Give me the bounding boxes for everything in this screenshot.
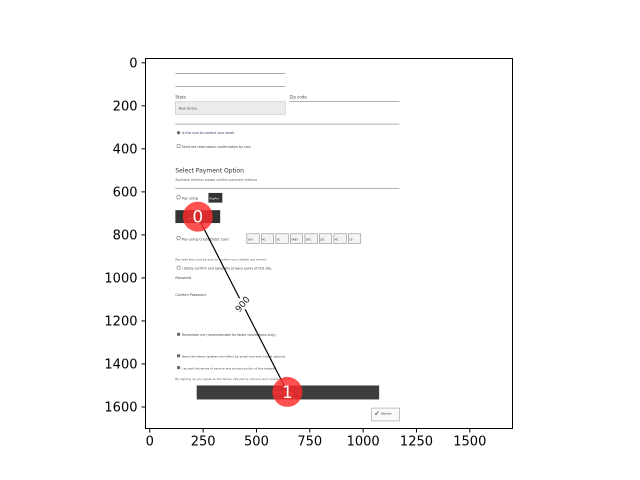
state-select-value: New Jersey <box>179 107 198 111</box>
agree-checkbox-icon <box>177 366 181 370</box>
x-tick-label: 1250 <box>400 435 433 450</box>
x-tick-label: 1500 <box>453 435 486 450</box>
x-tick-label: 250 <box>191 435 216 450</box>
card-badge <box>333 233 347 244</box>
y-tick-label: 600 <box>113 185 138 200</box>
terms-line: Need the latest updates and offers by em… <box>182 355 286 359</box>
sms-line: Send me reservation confirmation by sms <box>182 145 251 149</box>
x-tick-label: 0 <box>146 435 154 450</box>
state-select <box>175 101 286 115</box>
terms-checkbox-icon <box>177 354 181 358</box>
paypal-option-label: Pay using <box>182 196 198 200</box>
y-tick-label: 1400 <box>104 357 137 372</box>
y-tick-label: 800 <box>113 228 138 243</box>
card-badge-text: CB <box>349 238 353 241</box>
step-marker-label: 1 <box>282 383 293 403</box>
y-tick-label: 0 <box>129 56 137 71</box>
card-badge-text: MC <box>335 238 339 241</box>
note-line: Pay with this card be sure to confirm yo… <box>175 258 267 262</box>
norton-check-icon: ✓ <box>374 410 380 418</box>
norton-badge <box>371 407 400 422</box>
remember-checkbox-icon <box>177 332 181 336</box>
step-marker <box>182 201 213 232</box>
step-marker-label: 0 <box>192 208 203 228</box>
state-label: State <box>175 94 186 99</box>
y-axis: 0 200 400 600 800 1000 1200 1400 1600 <box>104 56 146 415</box>
zip-label: Zip code <box>290 94 308 99</box>
remember-line: Remember me (recommended for faster conn… <box>182 333 276 337</box>
password-label: Password <box>175 276 191 280</box>
card-badge-text: DC <box>277 238 281 241</box>
paypal-badge <box>208 192 223 203</box>
card-badge-text: DISC <box>306 238 312 241</box>
norton-label: Norton <box>381 412 391 416</box>
x-axis: 0 250 500 750 1000 1250 1500 <box>146 428 486 450</box>
card-option-label: Pay using Credit/Debit Card <box>182 237 229 241</box>
card-badge <box>290 233 304 244</box>
agree-line: I accept the terms of service and privac… <box>182 366 276 370</box>
card-badge <box>275 233 289 244</box>
card-radio-icon <box>176 236 181 241</box>
card-badge <box>261 233 274 244</box>
step-marker <box>272 376 303 407</box>
card-badge-text: MC <box>262 238 266 241</box>
confirm-line: I totally confirm and agree the privacy … <box>182 266 272 270</box>
card-badge-text: AMEX <box>291 238 298 241</box>
x-tick-label: 1000 <box>347 435 380 450</box>
y-tick-label: 1200 <box>104 314 137 329</box>
payment-heading: Select Payment Option <box>175 168 244 175</box>
y-tick-label: 1600 <box>104 400 137 415</box>
card-badge <box>348 233 362 244</box>
x-tick-label: 500 <box>244 435 269 450</box>
drag-path-label-bg <box>234 298 251 310</box>
checkbox-icon <box>176 144 181 148</box>
radio-icon <box>176 131 181 135</box>
confirm-password-label: Confirm Password <box>175 293 205 297</box>
y-tick-label: 400 <box>113 142 138 157</box>
card-badge-text: VISA <box>248 238 254 241</box>
card-badge <box>319 233 333 244</box>
card-badge <box>304 233 318 244</box>
confirm-checkbox-icon <box>176 265 181 270</box>
payment-subtitle: Available vehicles please confirm paymen… <box>175 178 257 182</box>
legal-line: By signing up you agree to the terms, si… <box>175 377 291 381</box>
card-badge <box>246 233 260 244</box>
y-tick-label: 200 <box>113 99 138 114</box>
y-tick-label: 1000 <box>104 271 137 286</box>
paypal-radio-icon <box>176 195 181 200</box>
paypal-badge-text: PayPal <box>210 196 219 200</box>
x-tick-label: 750 <box>297 435 322 450</box>
contact-link: Is this sure to contact your email <box>182 131 235 135</box>
card-badge-text: JCB <box>319 238 324 241</box>
